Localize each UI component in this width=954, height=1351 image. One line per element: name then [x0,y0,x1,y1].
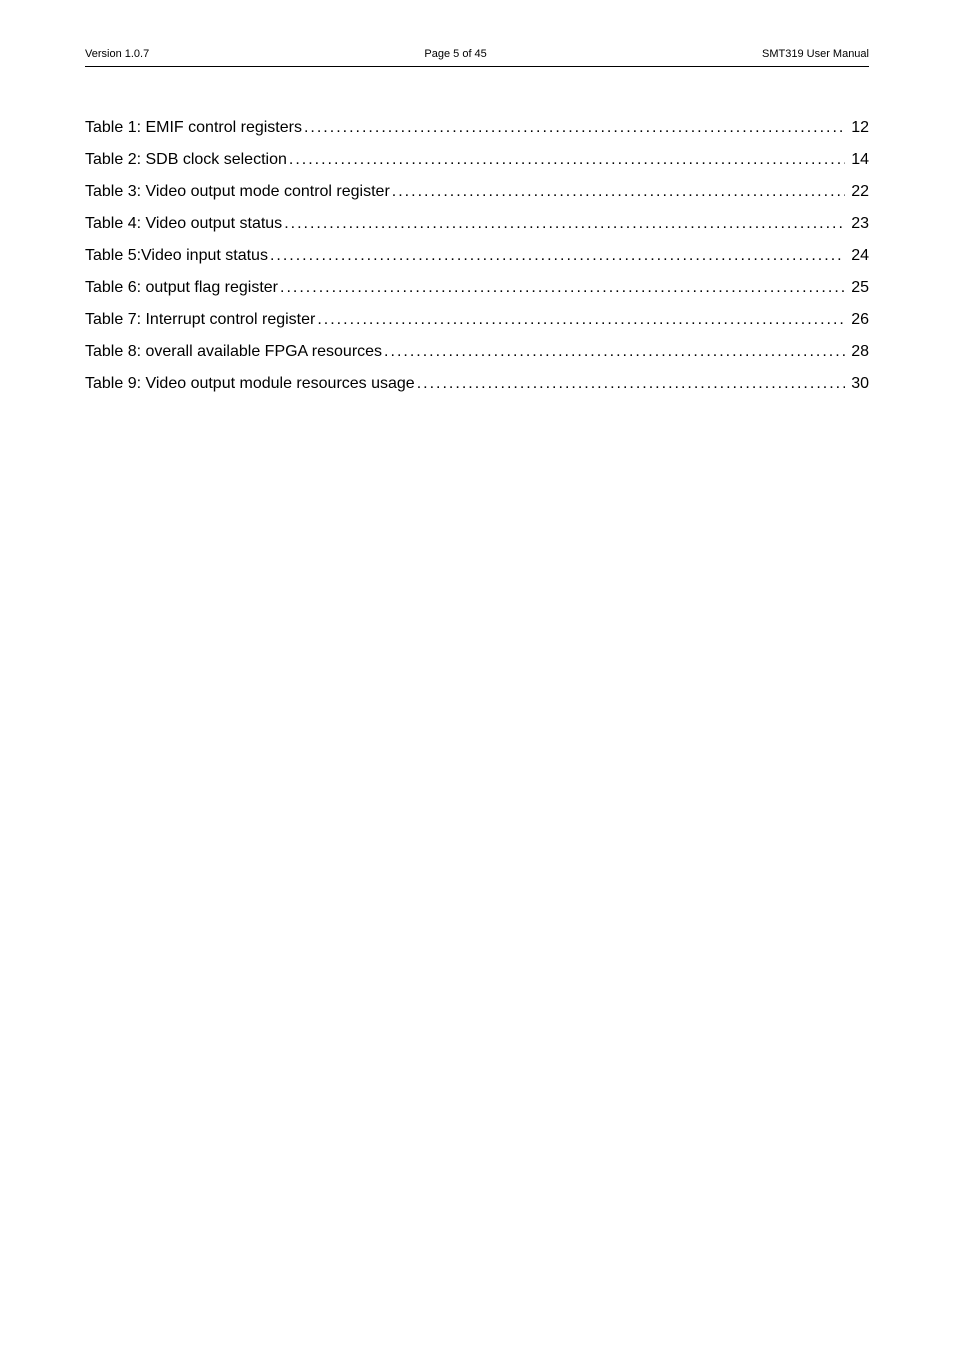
page: Version 1.0.7 Page 5 of 45 SMT319 User M… [0,0,954,1351]
header-manual-title: SMT319 User Manual [762,48,869,60]
toc-entry: Table 4: Video output status 23 [85,215,869,233]
toc-entry-title: Table 6: output flag register [85,279,278,297]
toc-entry-title: Table 4: Video output status [85,215,282,233]
dot-leader [317,311,845,329]
toc-entry: Table 8: overall available FPGA resource… [85,343,869,361]
toc-entry-page: 22 [847,183,869,201]
toc-entry-title: Table 7: Interrupt control register [85,311,315,329]
header-version: Version 1.0.7 [85,48,149,60]
toc-entry-page: 28 [847,343,869,361]
toc-entry-page: 23 [847,215,869,233]
toc-entry-title: Table 1: EMIF control registers [85,119,302,137]
toc-entry-page: 26 [847,311,869,329]
toc-entry: Table 5:Video input status 24 [85,247,869,265]
toc-entry-page: 14 [847,151,869,169]
toc-entry: Table 6: output flag register 25 [85,279,869,297]
toc-entry: Table 2: SDB clock selection 14 [85,151,869,169]
toc-entry-title: Table 8: overall available FPGA resource… [85,343,382,361]
toc-entry: Table 9: Video output module resources u… [85,375,869,393]
dot-leader [384,343,845,361]
toc-entry-title: Table 5:Video input status [85,247,268,265]
toc-entry-title: Table 3: Video output mode control regis… [85,183,390,201]
toc-entry-page: 24 [847,247,869,265]
toc-entry-title: Table 9: Video output module resources u… [85,375,415,393]
dot-leader [280,279,845,297]
toc-entry: Table 7: Interrupt control register 26 [85,311,869,329]
page-header: Version 1.0.7 Page 5 of 45 SMT319 User M… [85,48,869,67]
toc-entry: Table 1: EMIF control registers 12 [85,119,869,137]
toc-entry-page: 30 [847,375,869,393]
header-page-number: Page 5 of 45 [149,48,762,60]
dot-leader [392,183,845,201]
dot-leader [270,247,845,265]
dot-leader [284,215,845,233]
toc-entry-page: 12 [847,119,869,137]
toc-entry-page: 25 [847,279,869,297]
list-of-tables: Table 1: EMIF control registers 12 Table… [85,119,869,393]
toc-entry: Table 3: Video output mode control regis… [85,183,869,201]
dot-leader [289,151,845,169]
toc-entry-title: Table 2: SDB clock selection [85,151,287,169]
dot-leader [417,375,846,393]
dot-leader [304,119,845,137]
